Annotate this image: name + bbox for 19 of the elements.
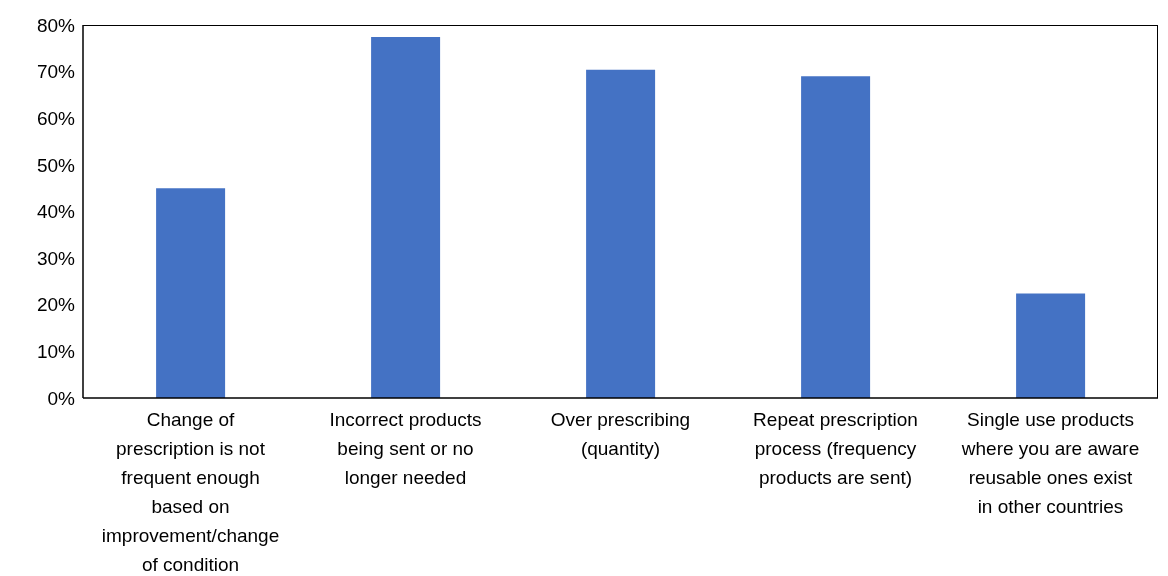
y-tick-label: 70% [36, 61, 76, 83]
bar [371, 37, 441, 398]
x-tick-label: Change of prescription is not frequent enough based on improvement/change of condition [101, 409, 280, 575]
y-tick-label: 10% [36, 341, 76, 363]
y-tick-label: 40% [36, 201, 76, 223]
y-tick-label: 50% [36, 154, 76, 176]
x-tick-label: Single use products where you are aware reusable ones exist in other countries [960, 409, 1140, 517]
y-tick-label: 60% [36, 108, 76, 129]
bar [586, 69, 656, 398]
bar [156, 188, 226, 398]
y-tick-label: 80% [36, 14, 76, 36]
bar [1016, 293, 1086, 398]
x-tick-label: Repeat prescription process (frequency products are sent) [753, 409, 918, 488]
y-tick-label: 30% [36, 247, 76, 269]
x-tick-label: Incorrect products being sent or no longer needed [329, 409, 482, 488]
bar [801, 76, 871, 398]
y-tick-label: 0% [47, 387, 76, 409]
x-tick-label: Over prescribing (quantity) [550, 409, 691, 459]
y-tick-label: 20% [36, 294, 76, 316]
